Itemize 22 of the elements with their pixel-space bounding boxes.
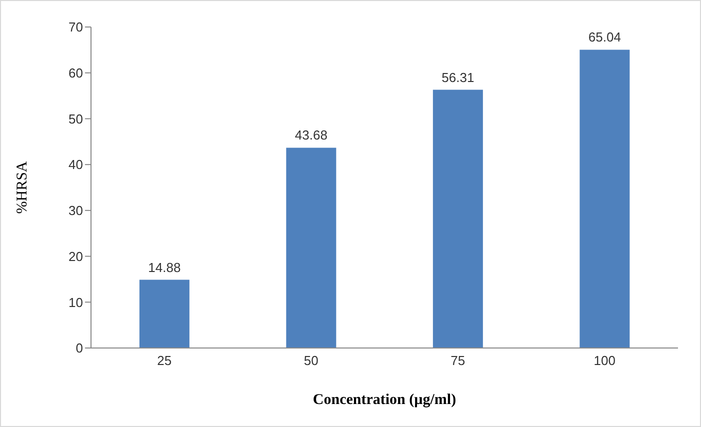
bar (580, 50, 630, 348)
x-tick-label: 100 (594, 353, 616, 368)
data-label: 14.88 (148, 260, 181, 275)
x-axis-title: Concentration (µg/ml) (312, 392, 456, 408)
bar (432, 90, 483, 348)
y-tick-label: 10 (68, 294, 83, 310)
bar (286, 148, 336, 348)
y-tick-label: 70 (68, 20, 83, 35)
x-tick-label: 75 (450, 353, 466, 368)
y-tick-label: 40 (68, 157, 83, 172)
y-tick-label: 30 (68, 203, 83, 218)
y-tick-label: 20 (68, 248, 83, 264)
data-label: 65.04 (588, 30, 621, 45)
data-label: 56.31 (442, 70, 474, 85)
y-tick-label: 60 (68, 65, 83, 80)
y-tick-label: 50 (68, 111, 83, 126)
bar (139, 280, 190, 348)
data-label: 43.68 (294, 128, 328, 143)
y-tick-label: 0 (76, 340, 83, 356)
x-tick-label: 25 (157, 353, 172, 368)
x-tick-label: 50 (304, 353, 318, 368)
y-axis-title: %HRSA (14, 161, 30, 214)
